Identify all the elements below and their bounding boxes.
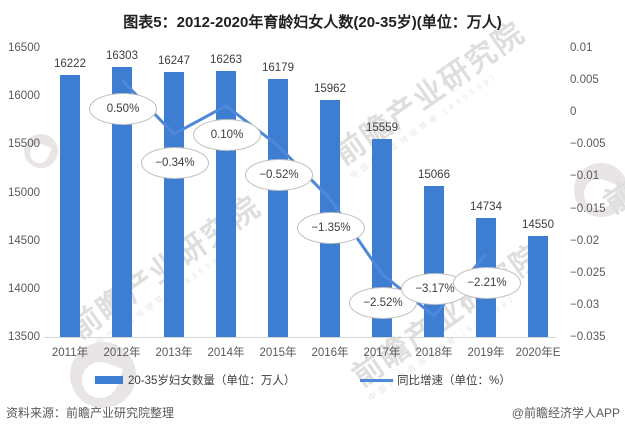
bar-value-label: 16303 <box>106 49 138 62</box>
credit-note: @前瞻经济学人APP <box>511 406 620 420</box>
right-axis-tick-label: 0.01 <box>570 42 593 54</box>
bar-value-label: 14550 <box>522 218 554 231</box>
growth-point-label: −1.35% <box>297 211 365 244</box>
source-note: 资料来源：前瞻产业研究院整理 <box>6 406 175 420</box>
x-axis-label: 2014年 <box>207 347 245 359</box>
bar <box>528 235 548 337</box>
x-axis-label: 2016年 <box>311 347 349 359</box>
right-axis-ticks: 0.01 0.005 0 −0.005 −0.01 −0.015 −0.02 −0.025 −0… <box>570 42 625 343</box>
right-axis-tick-label: −0.025 <box>570 266 606 279</box>
legend: 20-35岁妇女数量（单位：万人） 同比增速（单位：%） <box>0 372 625 394</box>
left-axis-tick-label: 15500 <box>8 138 40 151</box>
legend-bar-swatch-icon <box>95 376 123 384</box>
x-axis-label: 2015年 <box>259 347 297 359</box>
left-axis-tick-label: 13500 <box>8 331 40 343</box>
left-axis-tick-label: 16000 <box>8 90 40 103</box>
bar-value-label: 16179 <box>262 61 294 74</box>
right-axis-tick-label: −0.03 <box>570 298 600 311</box>
right-axis-tick-label: −0.035 <box>570 331 606 343</box>
x-axis-line <box>44 337 556 338</box>
left-axis-tick-label: 15000 <box>8 186 40 199</box>
growth-point-label: 0.50% <box>89 93 157 126</box>
growth-point-label: −0.52% <box>245 158 313 191</box>
right-axis-tick-label: −0.02 <box>570 234 600 247</box>
bar-value-label: 16263 <box>210 53 242 66</box>
right-axis-tick-label: −0.01 <box>570 170 600 183</box>
right-axis-tick-label: 0 <box>570 106 577 119</box>
right-axis-tick-label: 0.005 <box>570 74 599 87</box>
growth-point-label: −0.34% <box>141 147 209 180</box>
x-axis-label: 2017年 <box>363 347 401 359</box>
x-axis-label: 2013年 <box>155 347 193 359</box>
plot-area: 16222 16303 16247 16263 16179 15962 15559 15066… <box>44 48 564 359</box>
bar-value-label: 15066 <box>418 169 450 182</box>
legend-item-line: 同比增速（单位：%） <box>360 372 511 388</box>
x-axis-label: 2020年E <box>515 347 561 359</box>
x-axis-label: 2012年 <box>103 347 141 359</box>
legend-line-label: 同比增速（单位：%） <box>397 375 511 387</box>
bar-value-label: 15962 <box>314 82 346 95</box>
bar-value-label: 14734 <box>470 201 502 214</box>
legend-bar-label: 20-35岁妇女数量（单位：万人） <box>128 375 296 387</box>
left-axis-tick-label: 16500 <box>8 42 40 54</box>
growth-point-label: 0.10% <box>193 118 261 151</box>
growth-point-label: −2.21% <box>453 267 521 300</box>
x-axis-label: 2018年 <box>415 347 453 359</box>
bar <box>164 72 184 337</box>
right-axis-tick-label: −0.015 <box>570 202 606 215</box>
bar <box>60 74 80 337</box>
right-axis-tick-label: −0.005 <box>570 138 606 151</box>
bar-value-label: 16247 <box>158 55 190 68</box>
left-axis-ticks: 16500 16000 15500 15000 14500 14000 13500 <box>0 42 40 343</box>
bar-value-label: 15559 <box>366 121 398 134</box>
bar-value-label: 16222 <box>54 57 86 70</box>
bar <box>112 66 132 337</box>
x-axis-label: 2011年 <box>51 347 89 359</box>
legend-item-bars: 20-35岁妇女数量（单位：万人） <box>95 372 295 388</box>
legend-line-swatch-icon <box>360 378 393 382</box>
chart-title: 图表5：2012-2020年育龄妇女人数(20-35岁)(单位：万人) <box>123 14 502 31</box>
left-axis-tick-label: 14000 <box>8 282 40 295</box>
left-axis-tick-label: 14500 <box>8 234 40 247</box>
x-axis-label: 2019年 <box>467 347 505 359</box>
